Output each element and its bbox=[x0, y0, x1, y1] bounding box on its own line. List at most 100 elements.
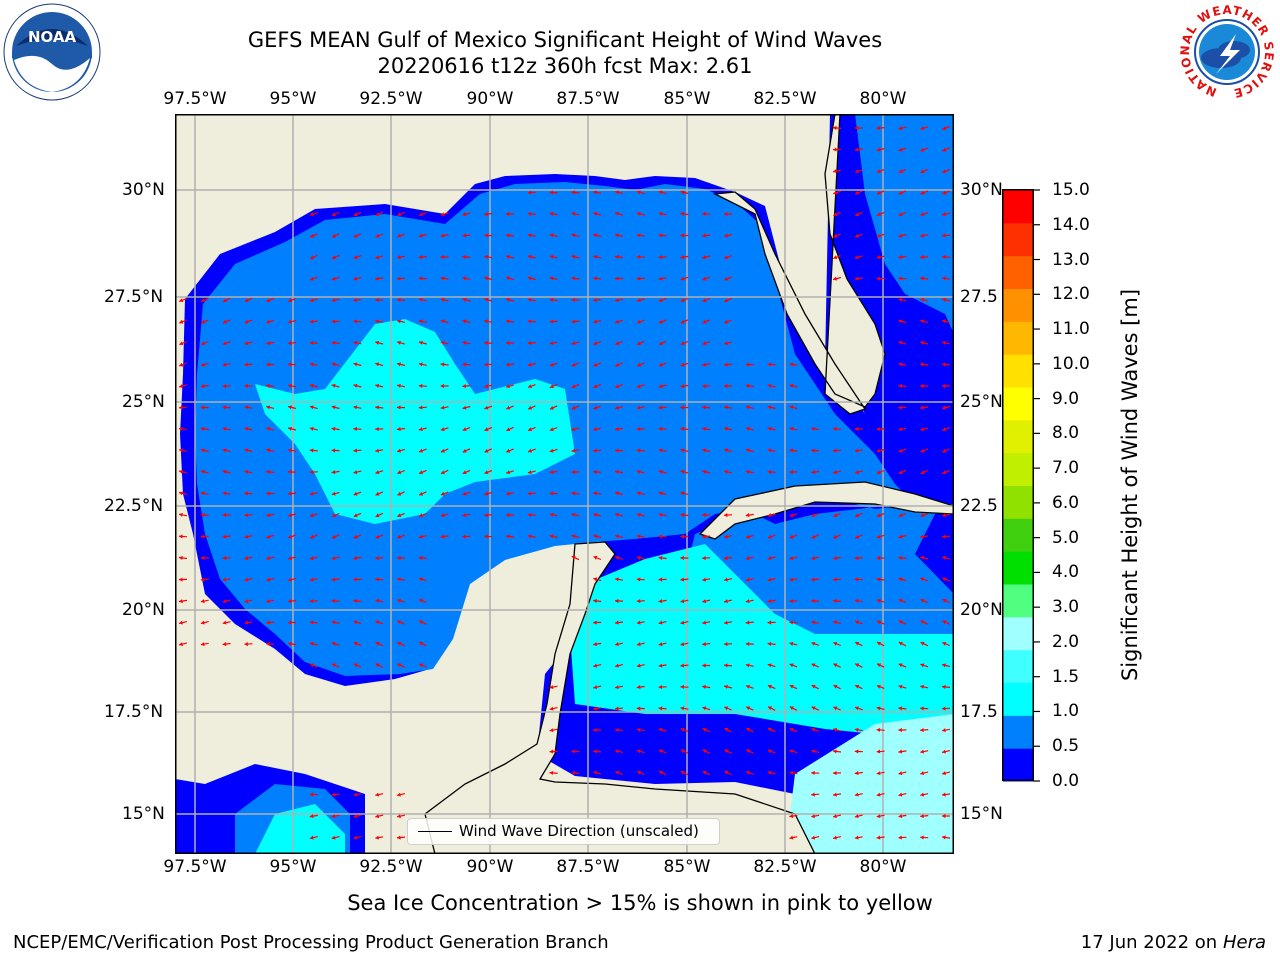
wind-arrow-head bbox=[440, 534, 445, 539]
wind-arrow-head bbox=[702, 556, 706, 561]
wind-arrow-head bbox=[353, 556, 358, 561]
wind-arrow-head bbox=[288, 534, 293, 539]
wind-arrow-head bbox=[920, 792, 924, 797]
wind-arrow-head bbox=[636, 405, 641, 410]
wind-arrow-head bbox=[898, 663, 903, 668]
map-title: GEFS MEAN Gulf of Mexico Significant Hei… bbox=[247, 28, 883, 52]
wind-arrow-head bbox=[942, 792, 946, 797]
wind-arrow-head bbox=[353, 212, 358, 217]
wind-arrow-head bbox=[636, 211, 641, 216]
wind-arrow-head bbox=[484, 470, 489, 475]
wind-arrow-head bbox=[898, 814, 903, 819]
colorbar-tick-label: 12.0 bbox=[1052, 284, 1090, 305]
wind-arrow-head bbox=[615, 319, 620, 324]
lon-label-bottom: 85°W bbox=[663, 857, 711, 877]
wind-arrow-head bbox=[353, 405, 358, 410]
wind-arrow-head bbox=[179, 534, 183, 539]
wind-arrow-head bbox=[527, 190, 532, 195]
lon-label-top: 95°W bbox=[269, 89, 317, 109]
wind-arrow-head bbox=[506, 512, 510, 518]
wind-arrow-head bbox=[767, 663, 772, 668]
wind-arrow-head bbox=[942, 641, 947, 646]
wind-arrow-head bbox=[418, 276, 423, 281]
wind-arrow-head bbox=[789, 727, 794, 732]
wind-arrow-head bbox=[266, 362, 270, 367]
wind-arrow-head bbox=[331, 835, 336, 840]
wind-arrow-head bbox=[876, 684, 881, 689]
wind-arrow-head bbox=[702, 211, 706, 216]
wind-arrow-head bbox=[724, 556, 728, 561]
wind-arrow-head bbox=[637, 770, 642, 775]
wind-arrow-head bbox=[680, 599, 685, 604]
wind-arrow-head bbox=[636, 469, 641, 474]
wind-arrow-head bbox=[833, 598, 837, 603]
wind-arrow-head bbox=[462, 233, 466, 238]
wind-arrow-head bbox=[419, 470, 424, 475]
colorbar-cell bbox=[1003, 584, 1033, 618]
wind-arrow-head bbox=[898, 297, 903, 302]
wind-arrow-head bbox=[789, 556, 794, 561]
colorbar-tick-label: 1.5 bbox=[1052, 666, 1080, 687]
wind-arrow-head bbox=[419, 212, 423, 217]
wind-arrow-head bbox=[854, 727, 859, 732]
wind-arrow-head bbox=[767, 469, 772, 474]
wind-arrow-head bbox=[680, 426, 685, 431]
wind-arrow-head bbox=[942, 233, 946, 238]
noaa-logo: NOAA bbox=[3, 3, 101, 101]
wind-arrow-head bbox=[222, 534, 227, 539]
wind-arrow-head bbox=[615, 534, 619, 539]
wind-arrow-head bbox=[397, 383, 401, 388]
wind-arrow-head bbox=[353, 298, 357, 303]
wind-arrow-head bbox=[920, 212, 925, 217]
wind-arrow-head bbox=[593, 642, 597, 647]
wind-arrow-head bbox=[615, 642, 619, 647]
wind-arrow-head bbox=[789, 835, 794, 840]
map-subtitle: 20220616 t12z 360h fcst Max: 2.61 bbox=[377, 54, 753, 78]
wind-arrow-head bbox=[419, 598, 424, 603]
wind-arrow-head bbox=[789, 405, 794, 410]
svg-text:NOAA: NOAA bbox=[28, 28, 77, 46]
wind-arrow-head bbox=[309, 641, 314, 646]
wind-arrow-head bbox=[179, 384, 183, 389]
wind-arrow-head bbox=[310, 276, 314, 281]
wind-arrow-head bbox=[506, 491, 510, 496]
wind-arrow-head bbox=[244, 383, 248, 388]
wind-arrow-head bbox=[920, 555, 924, 560]
wind-arrow-head bbox=[702, 448, 707, 453]
wind-arrow-head bbox=[615, 298, 619, 303]
wind-arrow-head bbox=[397, 233, 402, 238]
colorbar-cell bbox=[1003, 222, 1033, 257]
wind-arrow-head bbox=[658, 663, 663, 668]
wind-arrow-head bbox=[593, 512, 598, 517]
lon-label-top: 87.5°W bbox=[556, 89, 620, 109]
wind-arrow-head bbox=[898, 405, 902, 410]
wind-arrow-head bbox=[724, 577, 728, 582]
wind-arrow-head bbox=[876, 233, 881, 238]
wind-arrow-head bbox=[658, 469, 663, 474]
wind-arrow-head bbox=[484, 405, 489, 410]
wind-arrow-head bbox=[898, 706, 903, 711]
wind-arrow-head bbox=[506, 233, 510, 238]
wind-arrow-head bbox=[375, 835, 379, 840]
wind-arrow-head bbox=[244, 513, 248, 518]
wind-arrow-head bbox=[702, 362, 707, 367]
wind-arrow-head bbox=[636, 599, 641, 604]
wind-arrow-head bbox=[244, 620, 249, 625]
wind-arrow-head bbox=[920, 340, 925, 345]
wind-arrow-head bbox=[833, 814, 837, 819]
map-frame bbox=[175, 114, 954, 854]
wind-wave-arrows bbox=[178, 125, 951, 840]
wind-arrow-head bbox=[680, 620, 685, 625]
wind-arrow-head bbox=[833, 233, 838, 238]
wind-arrow-head bbox=[920, 169, 925, 174]
wind-arrow-head bbox=[353, 620, 358, 625]
wind-arrow-head bbox=[789, 534, 794, 539]
wind-arrow-head bbox=[942, 212, 946, 217]
wind-arrow-head bbox=[266, 341, 270, 346]
wind-arrow-head bbox=[201, 362, 205, 367]
wind-arrow-head bbox=[571, 555, 576, 560]
wind-arrow-head bbox=[876, 706, 881, 711]
wind-arrow-head bbox=[942, 384, 946, 389]
wind-arrow-head bbox=[593, 211, 598, 216]
wind-arrow-head bbox=[353, 470, 358, 475]
